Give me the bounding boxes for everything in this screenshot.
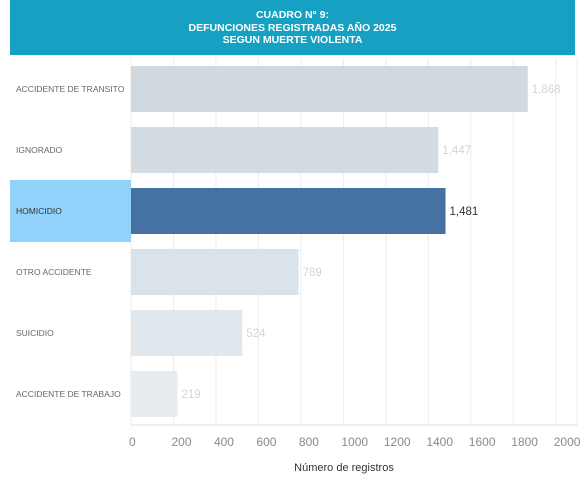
value-label: 219 <box>182 389 201 401</box>
x-tick-label: 1400 <box>426 435 453 449</box>
category-label: HOMICIDIO <box>16 206 62 216</box>
bar <box>131 188 446 234</box>
bar <box>131 127 439 173</box>
category-label: ACCIDENTE DE TRANSITO <box>16 84 125 94</box>
category-label: ACCIDENTE DE TRABAJO <box>16 389 121 399</box>
value-label: 1,481 <box>450 206 479 218</box>
value-label: 524 <box>246 328 266 340</box>
x-tick-label: 400 <box>214 435 234 449</box>
x-tick-label: 600 <box>256 435 276 449</box>
bar <box>131 66 528 112</box>
x-axis-title: Número de registros <box>294 462 394 474</box>
value-label: 1,447 <box>442 145 471 157</box>
category-label: OTRO ACCIDENTE <box>16 267 92 277</box>
x-tick-label: 1200 <box>384 435 411 449</box>
category-label: IGNORADO <box>16 145 63 155</box>
x-tick-label: 0 <box>129 435 136 449</box>
x-tick-label: 200 <box>171 435 191 449</box>
chart-title-line-3: SEGUN MUERTE VIOLENTA <box>222 34 363 46</box>
category-label: SUICIDIO <box>16 328 54 338</box>
x-tick-label: 800 <box>299 435 319 449</box>
x-tick-label: 1000 <box>341 435 368 449</box>
chart-title-line-2: DEFUNCIONES REGISTRADAS AÑO 2025 <box>188 21 397 34</box>
x-tick-label: 1600 <box>469 435 496 449</box>
bar <box>131 371 178 417</box>
x-tick-label: 1800 <box>511 435 538 449</box>
value-label: 789 <box>303 267 322 279</box>
x-tick-label: 2000 <box>554 435 580 449</box>
bar <box>131 310 243 356</box>
bar <box>131 249 299 295</box>
chart-title-banner: CUADRO N° 9: DEFUNCIONES REGISTRADAS AÑO… <box>10 0 575 55</box>
selected-category-highlight <box>10 180 131 242</box>
value-label: 1,868 <box>532 84 561 96</box>
chart-title-line-1: CUADRO N° 9: <box>255 9 330 21</box>
